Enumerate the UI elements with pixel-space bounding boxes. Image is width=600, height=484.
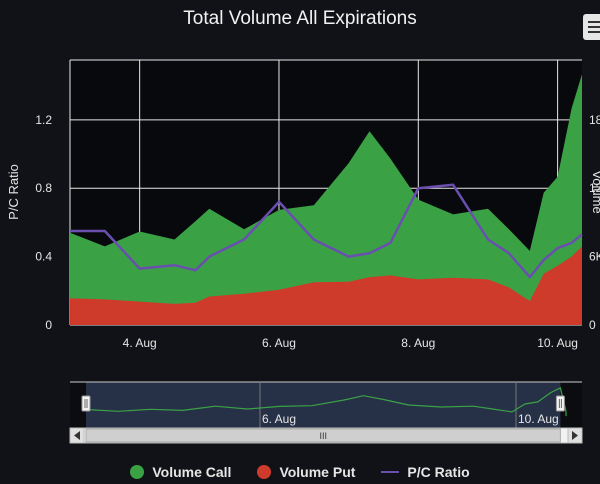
navigator-background — [70, 382, 582, 428]
legend-marker-pc-ratio — [381, 471, 400, 473]
navigator-selected-range[interactable] — [86, 382, 561, 428]
legend-label-volume-call: Volume Call — [152, 464, 232, 480]
navigator-tick-label: 6. Aug — [262, 412, 296, 426]
navigator-series-line — [85, 387, 567, 417]
arrow-right-icon — [572, 431, 578, 440]
series-pc-ratio-line[interactable] — [70, 183, 583, 279]
navigator-handle[interactable] — [555, 395, 565, 412]
navigator-handle[interactable] — [81, 395, 91, 412]
legend-item-pc-ratio[interactable]: P/C Ratio — [381, 464, 470, 480]
x-tick-label: 10. Aug — [537, 336, 578, 350]
legend-marker-volume-call — [130, 465, 145, 479]
legend-item-volume-put[interactable]: Volume Put — [257, 464, 355, 480]
hamburger-menu-icon — [588, 21, 600, 23]
legend-item-volume-call[interactable]: Volume Call — [130, 464, 231, 480]
series-volume-put-area[interactable] — [70, 246, 582, 325]
navigator-scrollbar[interactable]: III — [69, 427, 583, 444]
x-tick-label: 8. Aug — [401, 336, 435, 350]
x-tick-label: 6. Aug — [262, 336, 296, 350]
legend: Volume Call Volume Put P/C Ratio — [0, 462, 600, 482]
y-left-tick-label: 1.2 — [35, 113, 52, 127]
legend-label-volume-put: Volume Put — [279, 464, 356, 480]
scrollbar-thumb[interactable] — [85, 428, 561, 443]
legend-marker-volume-put — [257, 465, 272, 479]
y-left-tick-label: 0.4 — [35, 250, 52, 264]
y-right-tick-label: 18K — [589, 113, 600, 127]
navigator[interactable]: 6. Aug 10. Aug — [70, 381, 582, 428]
y-left-tick-label: 0.8 — [35, 181, 52, 195]
y-right-tick-label: 0 — [589, 318, 596, 332]
arrow-left-icon — [74, 431, 80, 440]
y-left-tick-label: 0 — [45, 318, 52, 332]
y-axis-right-title: Volume — [590, 170, 600, 213]
y-right-tick-label: 6K — [589, 250, 600, 264]
series-volume-call-area[interactable] — [70, 74, 582, 325]
legend-label-pc-ratio: P/C Ratio — [407, 464, 470, 480]
y-axis-left-title: P/C Ratio — [6, 164, 21, 220]
scrollbar-grip: III — [319, 431, 327, 441]
y-right-tick-label: 12K — [589, 181, 600, 195]
chart-title: Total Volume All Expirations — [183, 8, 417, 29]
navigator-tick-label: 10. Aug — [518, 412, 559, 426]
x-tick-label: 4. Aug — [123, 336, 157, 350]
chart-menu-button[interactable] — [583, 14, 600, 40]
